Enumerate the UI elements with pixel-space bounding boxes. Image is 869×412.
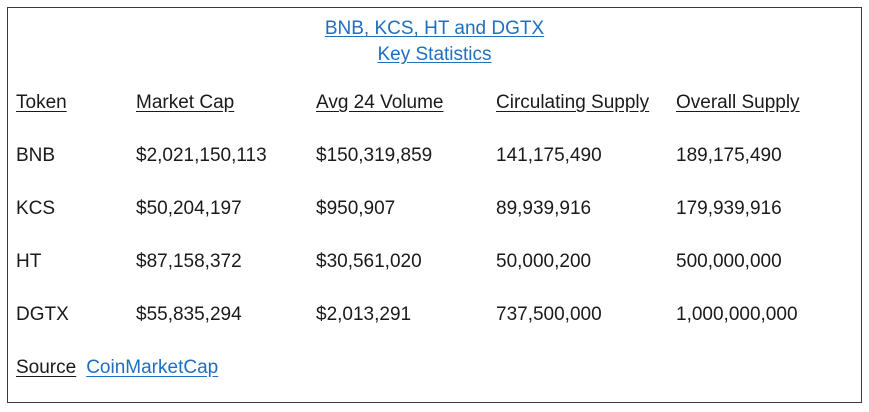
table-cell-market-cap: $2,021,150,113 (136, 145, 267, 166)
table-cell-token: BNB (16, 145, 56, 166)
table-cell-market-cap: $55,835,294 (136, 304, 242, 325)
header-overall-supply: Overall Supply (676, 92, 800, 113)
source-line: Source CoinMarketCap (16, 356, 218, 380)
table-cell-circulating-supply: 141,175,490 (496, 145, 602, 166)
table-cell-avg-volume: $150,319,859 (316, 145, 433, 166)
table-cell-avg-volume: $30,561,020 (316, 251, 422, 272)
header-token: Token (16, 92, 67, 113)
table-cell-circulating-supply: 737,500,000 (496, 304, 602, 325)
header-market-cap: Market Cap (136, 92, 235, 113)
header-circulating-supply: Circulating Supply (496, 92, 650, 113)
table-cell-overall-supply: 1,000,000,000 (676, 304, 798, 325)
table-cell-circulating-supply: 50,000,200 (496, 251, 592, 272)
source-label: Source (16, 357, 77, 378)
statistics-panel: BNB, KCS, HT and DGTX Key Statistics Tok… (7, 7, 862, 403)
title-block: BNB, KCS, HT and DGTX Key Statistics (8, 16, 861, 68)
header-avg-24-volume: Avg 24 Volume (316, 92, 444, 113)
table-cell-overall-supply: 189,175,490 (676, 145, 782, 166)
table-cell-token: KCS (16, 198, 56, 219)
title-line-1[interactable]: BNB, KCS, HT and DGTX (324, 18, 545, 39)
table-cell-token: HT (16, 251, 42, 272)
table-cell-token: DGTX (16, 304, 69, 325)
table-cell-market-cap: $87,158,372 (136, 251, 242, 272)
source-link[interactable]: CoinMarketCap (86, 357, 219, 378)
table-cell-circulating-supply: 89,939,916 (496, 198, 592, 219)
table-cell-market-cap: $50,204,197 (136, 198, 242, 219)
table-cell-avg-volume: $2,013,291 (316, 304, 412, 325)
table-cell-overall-supply: 500,000,000 (676, 251, 782, 272)
table-cell-overall-supply: 179,939,916 (676, 198, 782, 219)
title-line-2[interactable]: Key Statistics (377, 44, 492, 65)
table-cell-avg-volume: $950,907 (316, 198, 396, 219)
